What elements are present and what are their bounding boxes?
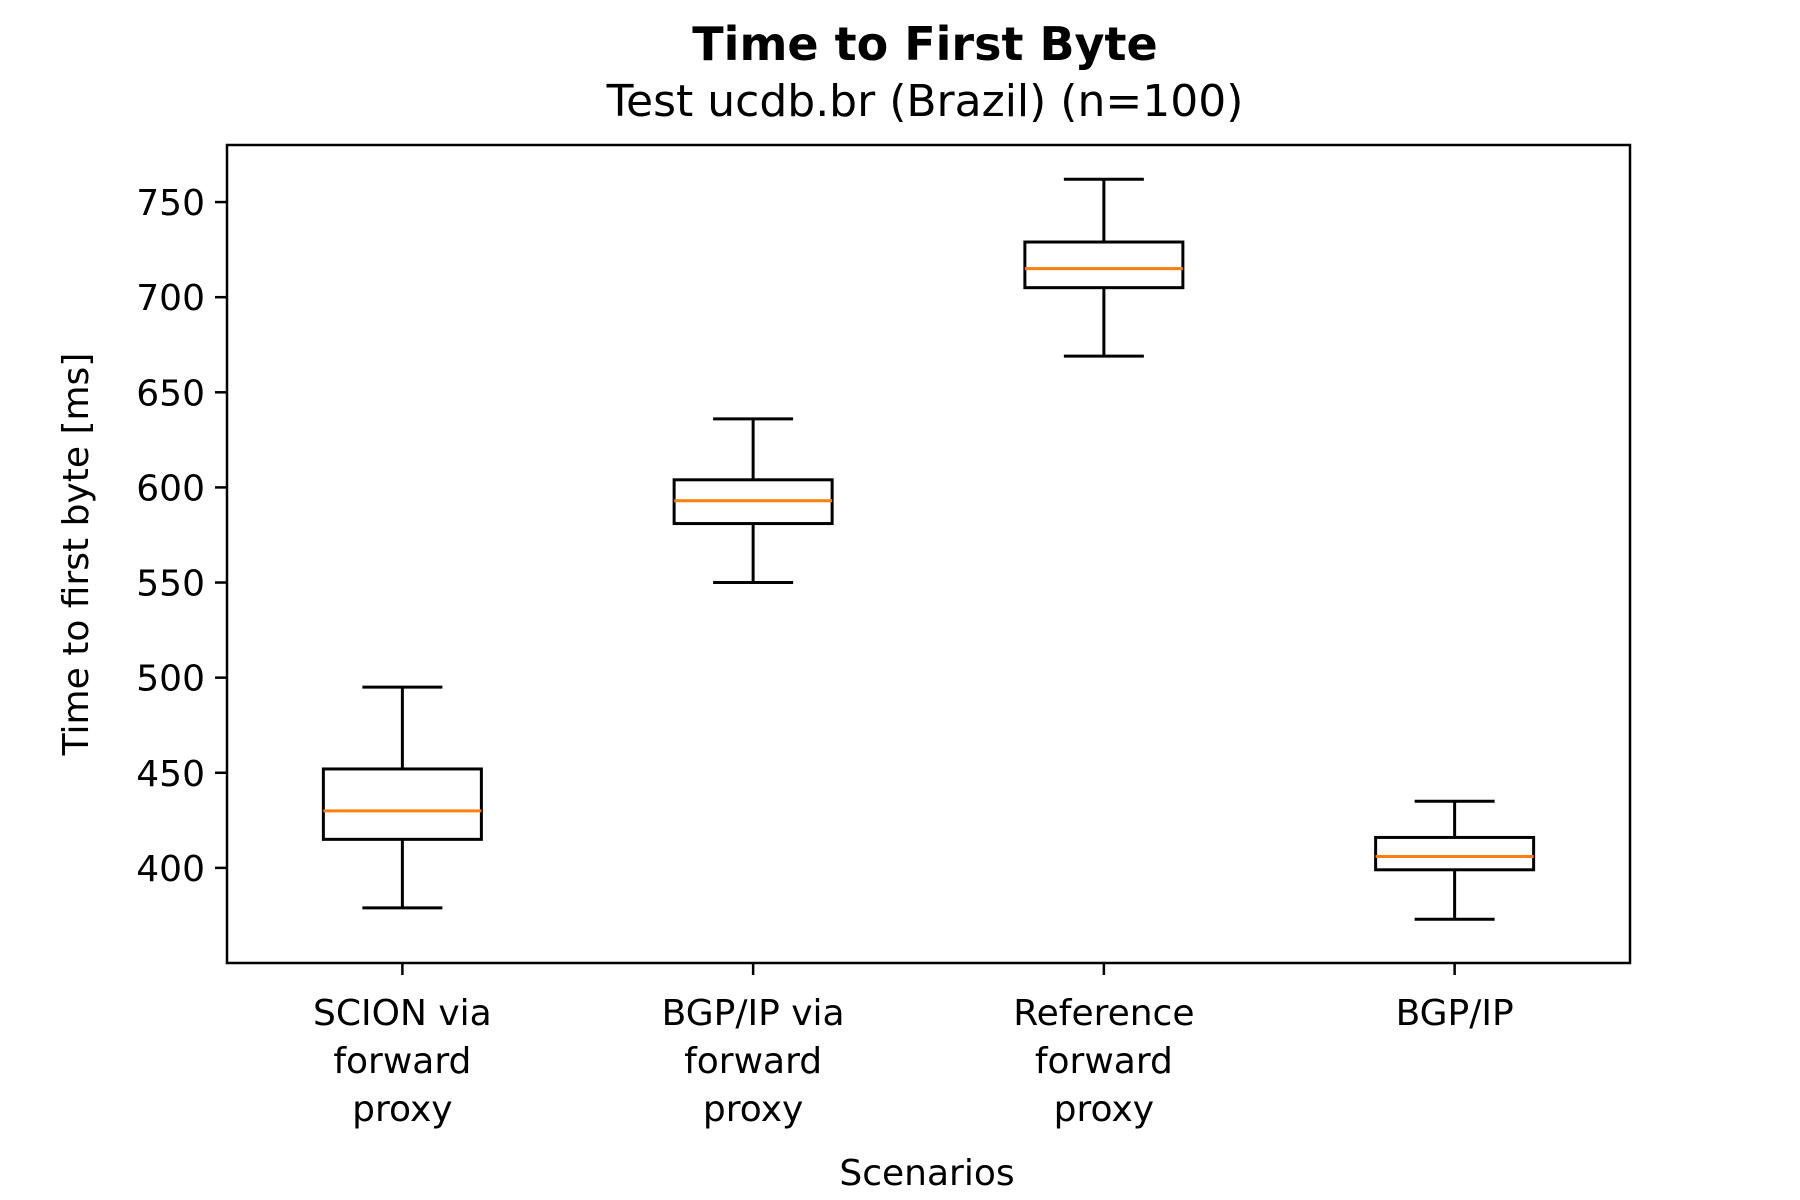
box-group bbox=[1374, 799, 1536, 921]
y-axis: 400 450 500 550 600 650 700 750 bbox=[136, 183, 227, 890]
x-axis: SCION via forward proxy BGP/IP via forward pr… bbox=[313, 963, 1514, 1130]
y-tick-label: 400 bbox=[136, 849, 205, 890]
box-group bbox=[672, 417, 834, 585]
x-tick-label: BGP/IP bbox=[1396, 993, 1514, 1034]
iqr-box bbox=[321, 767, 483, 841]
y-tick-label: 500 bbox=[136, 659, 205, 700]
y-tick-label: 550 bbox=[136, 564, 205, 605]
y-tick-label: 750 bbox=[136, 183, 205, 224]
y-tick-label: 700 bbox=[136, 278, 205, 319]
x-tick-label: Reference forward proxy bbox=[1013, 993, 1194, 1130]
y-tick-label: 450 bbox=[136, 754, 205, 795]
boxes bbox=[321, 177, 1536, 921]
y-tick-label: 650 bbox=[136, 373, 205, 414]
x-axis-label: Scenarios bbox=[839, 1153, 1014, 1194]
iqr-box bbox=[1023, 240, 1185, 290]
x-tick-label: SCION via forward proxy bbox=[313, 993, 492, 1130]
box-group bbox=[1023, 177, 1185, 358]
y-axis-label: Time to first byte [ms] bbox=[56, 353, 97, 757]
chart-title: Time to First Byte bbox=[692, 17, 1157, 71]
chart-subtitle: Test ucdb.br (Brazil) (n=100) bbox=[606, 76, 1244, 127]
plot-area bbox=[225, 143, 1632, 965]
y-tick-label: 600 bbox=[136, 468, 205, 509]
x-tick-label: BGP/IP via forward proxy bbox=[662, 993, 845, 1130]
iqr-box bbox=[1374, 835, 1536, 872]
box-group bbox=[321, 685, 483, 910]
